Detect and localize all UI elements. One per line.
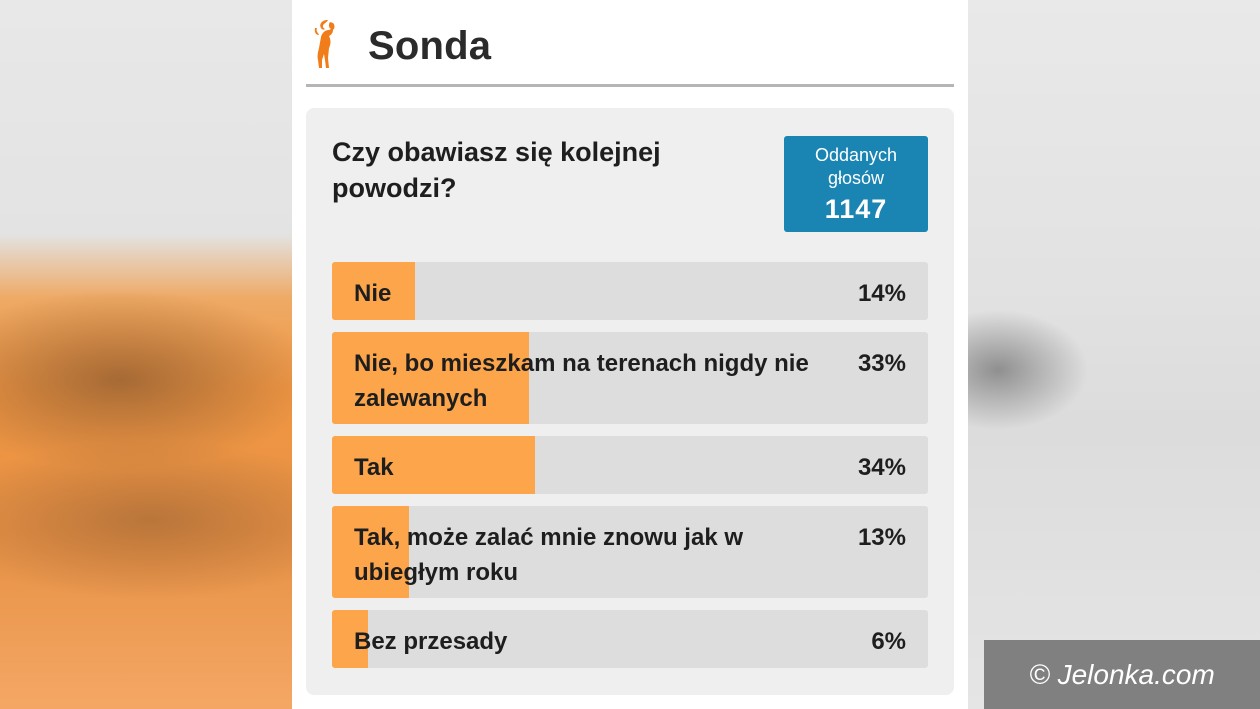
poll-option-nie-bo-mieszkam[interactable]: Nie, bo mieszkam na terenach nigdy nie z… — [332, 332, 928, 424]
poll-option-tak[interactable]: Tak 34% — [332, 436, 928, 494]
option-percent: 6% — [871, 628, 906, 655]
poll-option-nie[interactable]: Nie 14% — [332, 262, 928, 320]
option-label: Tak, może zalać mnie znowu jak w ubiegły… — [354, 524, 744, 586]
votes-label: Oddanych głosów — [814, 145, 898, 188]
option-label: Nie, bo mieszkam na terenach nigdy nie z… — [354, 350, 809, 412]
option-bar — [332, 262, 416, 320]
watermark: © Jelonka.com — [984, 640, 1260, 709]
option-bar — [332, 610, 368, 668]
option-label: Bez przesady — [354, 628, 508, 655]
votes-count: 1147 — [824, 194, 888, 224]
option-bar — [332, 506, 410, 598]
deer-logo-icon — [314, 20, 335, 68]
widget-header: Sonda — [306, 16, 954, 87]
poll-option-tak-moze-zalac[interactable]: Tak, może zalać mnie znowu jak w ubiegły… — [332, 506, 928, 598]
poll-card: Czy obawiasz się kolejnej powodzi? Oddan… — [306, 108, 954, 695]
poll-widget: Sonda Czy obawiasz się kolejnej powodzi?… — [292, 0, 968, 709]
poll-question: Czy obawiasz się kolejnej powodzi? — [332, 137, 661, 203]
option-percent: 14% — [857, 280, 906, 307]
option-label: Nie — [354, 280, 392, 307]
option-bar — [332, 332, 529, 424]
option-percent: 13% — [857, 524, 906, 551]
option-percent: 34% — [857, 454, 906, 481]
widget-title: Sonda — [368, 24, 492, 68]
background-left — [0, 0, 292, 709]
option-percent: 33% — [857, 350, 906, 377]
poll-option-bez-przesady[interactable]: Bez przesady 6% — [332, 610, 928, 668]
option-label: Tak — [354, 454, 394, 481]
background-right — [968, 0, 1260, 709]
votes-badge: Oddanych głosów 1147 — [784, 136, 928, 232]
option-bar — [332, 436, 535, 494]
